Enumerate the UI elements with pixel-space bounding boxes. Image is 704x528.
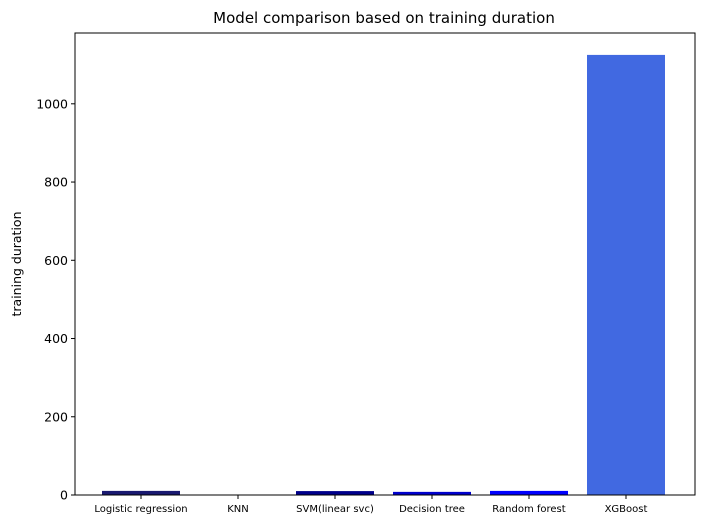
bar-xgboost bbox=[587, 55, 665, 495]
y-tick-label: 600 bbox=[44, 253, 68, 268]
y-axis-ticks: 0 200 400 600 800 1000 bbox=[36, 96, 75, 502]
chart-title: Model comparison based on training durat… bbox=[213, 9, 555, 27]
x-tick-label: SVM(linear svc) bbox=[296, 504, 374, 515]
x-tick-label: XGBoost bbox=[605, 504, 648, 515]
bar-logistic-regression bbox=[102, 491, 180, 495]
y-tick-label: 400 bbox=[44, 331, 68, 346]
y-tick-label: 1000 bbox=[36, 96, 68, 111]
x-tick-label: Logistic regression bbox=[94, 504, 187, 515]
x-tick-label: KNN bbox=[227, 504, 249, 515]
y-axis-label: training duration bbox=[9, 212, 24, 317]
x-tick-label: Random forest bbox=[492, 504, 565, 515]
x-tick-label: Decision tree bbox=[399, 504, 465, 515]
x-axis-ticks: Logistic regression KNN SVM(linear svc) Dec… bbox=[94, 495, 647, 515]
y-tick-label: 200 bbox=[44, 409, 68, 424]
bar-svm-linear-svc bbox=[296, 491, 374, 495]
bar-random-forest bbox=[490, 491, 568, 495]
y-tick-label: 0 bbox=[60, 488, 68, 503]
y-tick-label: 800 bbox=[44, 175, 68, 190]
bars-layer bbox=[102, 55, 665, 495]
